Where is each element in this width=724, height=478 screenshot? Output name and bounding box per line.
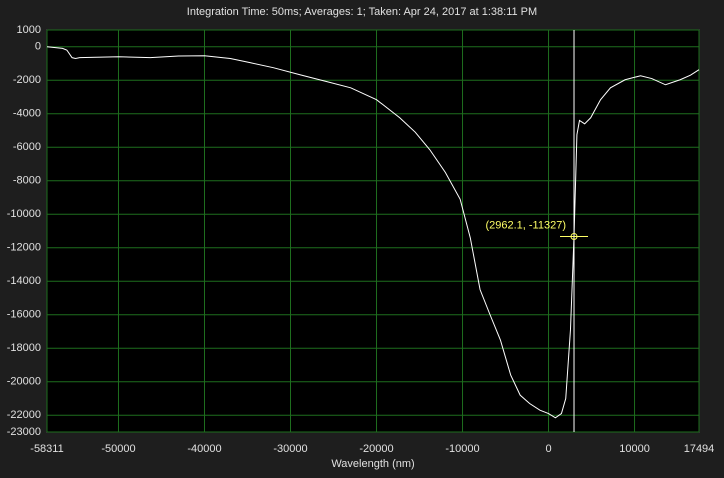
x-tick-label: -10000 — [445, 443, 479, 455]
y-tick-label: 1000 — [17, 24, 41, 36]
y-tick-label: -18000 — [7, 342, 41, 354]
y-tick-label: 0 — [35, 41, 41, 53]
cursor-marker — [570, 232, 578, 240]
x-tick-label: -40000 — [187, 443, 221, 455]
x-tick-label: 0 — [545, 443, 551, 455]
cursor-label: (2962.1, -11327) — [485, 219, 566, 231]
x-tick-label: -50000 — [101, 443, 135, 455]
y-tick-label: -2000 — [13, 74, 41, 86]
y-tick-label: -12000 — [7, 242, 41, 254]
y-tick-label: -4000 — [13, 108, 41, 120]
chart-title: Integration Time: 50ms; Averages: 1; Tak… — [187, 6, 537, 18]
x-tick-label: -30000 — [273, 443, 307, 455]
plot-area — [46, 29, 700, 433]
y-tick-label: -14000 — [7, 275, 41, 287]
y-tick-label: -20000 — [7, 376, 41, 388]
x-tick-label: -20000 — [359, 443, 393, 455]
data-line — [46, 46, 700, 419]
y-tick-label: -16000 — [7, 309, 41, 321]
x-tick-label: -58311 — [30, 443, 63, 455]
x-tick-label: 10000 — [619, 443, 650, 455]
x-tick-label: 17494 — [684, 443, 715, 455]
x-axis-label: Wavelength (nm) — [331, 458, 414, 470]
y-tick-label: -23000 — [7, 426, 41, 438]
y-tick-label: -10000 — [7, 208, 41, 220]
y-tick-label: -22000 — [7, 409, 41, 421]
y-tick-label: -6000 — [13, 141, 41, 153]
y-tick-label: -8000 — [13, 175, 41, 187]
